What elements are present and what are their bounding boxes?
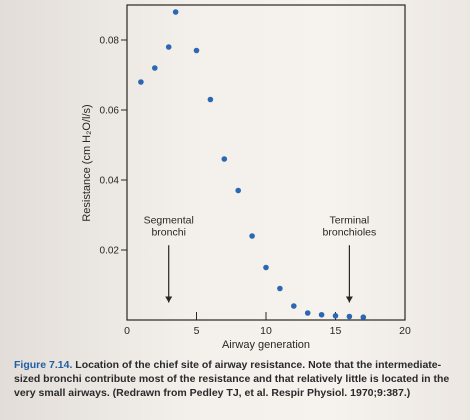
x-tick-label: 15 — [330, 325, 342, 337]
data-point — [152, 65, 158, 71]
data-point — [138, 79, 144, 85]
x-axis-ticks: 0 5 10 15 20 — [124, 312, 411, 337]
data-point — [221, 156, 228, 162]
annotation-label: Terminal — [330, 214, 370, 226]
data-point — [249, 233, 255, 239]
y-tick-label: 0.04 — [100, 176, 120, 187]
annotation-label: bronchi — [151, 226, 185, 238]
data-point — [193, 47, 200, 54]
data-point — [318, 311, 325, 318]
annotation-label: bronchioles — [323, 226, 377, 238]
x-axis-label: Airway generation — [222, 339, 310, 351]
annotation-arrow-head — [345, 296, 353, 303]
y-tick-label: 0.08 — [100, 36, 120, 47]
y-axis-ticks: 0.02 0.04 0.06 0.08 — [100, 36, 127, 257]
y-tick-label: 0.02 — [100, 246, 120, 257]
figure-caption-text: Location of the chief site of airway res… — [14, 359, 450, 399]
data-point — [360, 314, 367, 321]
x-tick-label: 20 — [399, 325, 411, 337]
figure-label: Figure 7.14. — [14, 359, 73, 371]
x-tick-label: 5 — [194, 325, 200, 337]
data-point — [263, 264, 269, 271]
resistance-scatter-chart: 0 5 10 15 20 0.020.040.060.08 Segmentalbronc… — [81, 4, 411, 351]
data-point — [346, 313, 353, 320]
data-point — [304, 310, 311, 316]
data-point — [165, 44, 172, 50]
data-point — [207, 96, 214, 103]
y-tick-label: 0.06 — [100, 106, 120, 117]
x-tick-label: 10 — [260, 325, 272, 337]
data-point — [332, 313, 339, 319]
data-point — [235, 187, 241, 194]
data-point — [291, 303, 297, 309]
data-points — [138, 9, 367, 321]
annotation-arrow-head — [165, 296, 173, 303]
y-axis-label: Resistance (cm H₂O/l/s) — [81, 104, 93, 221]
figure-caption: Figure 7.14. Location of the chief site … — [14, 358, 462, 400]
x-tick-label: 0 — [124, 325, 130, 337]
data-point — [172, 9, 179, 15]
annotation-label: Segmental — [144, 214, 194, 226]
data-point — [277, 285, 283, 292]
